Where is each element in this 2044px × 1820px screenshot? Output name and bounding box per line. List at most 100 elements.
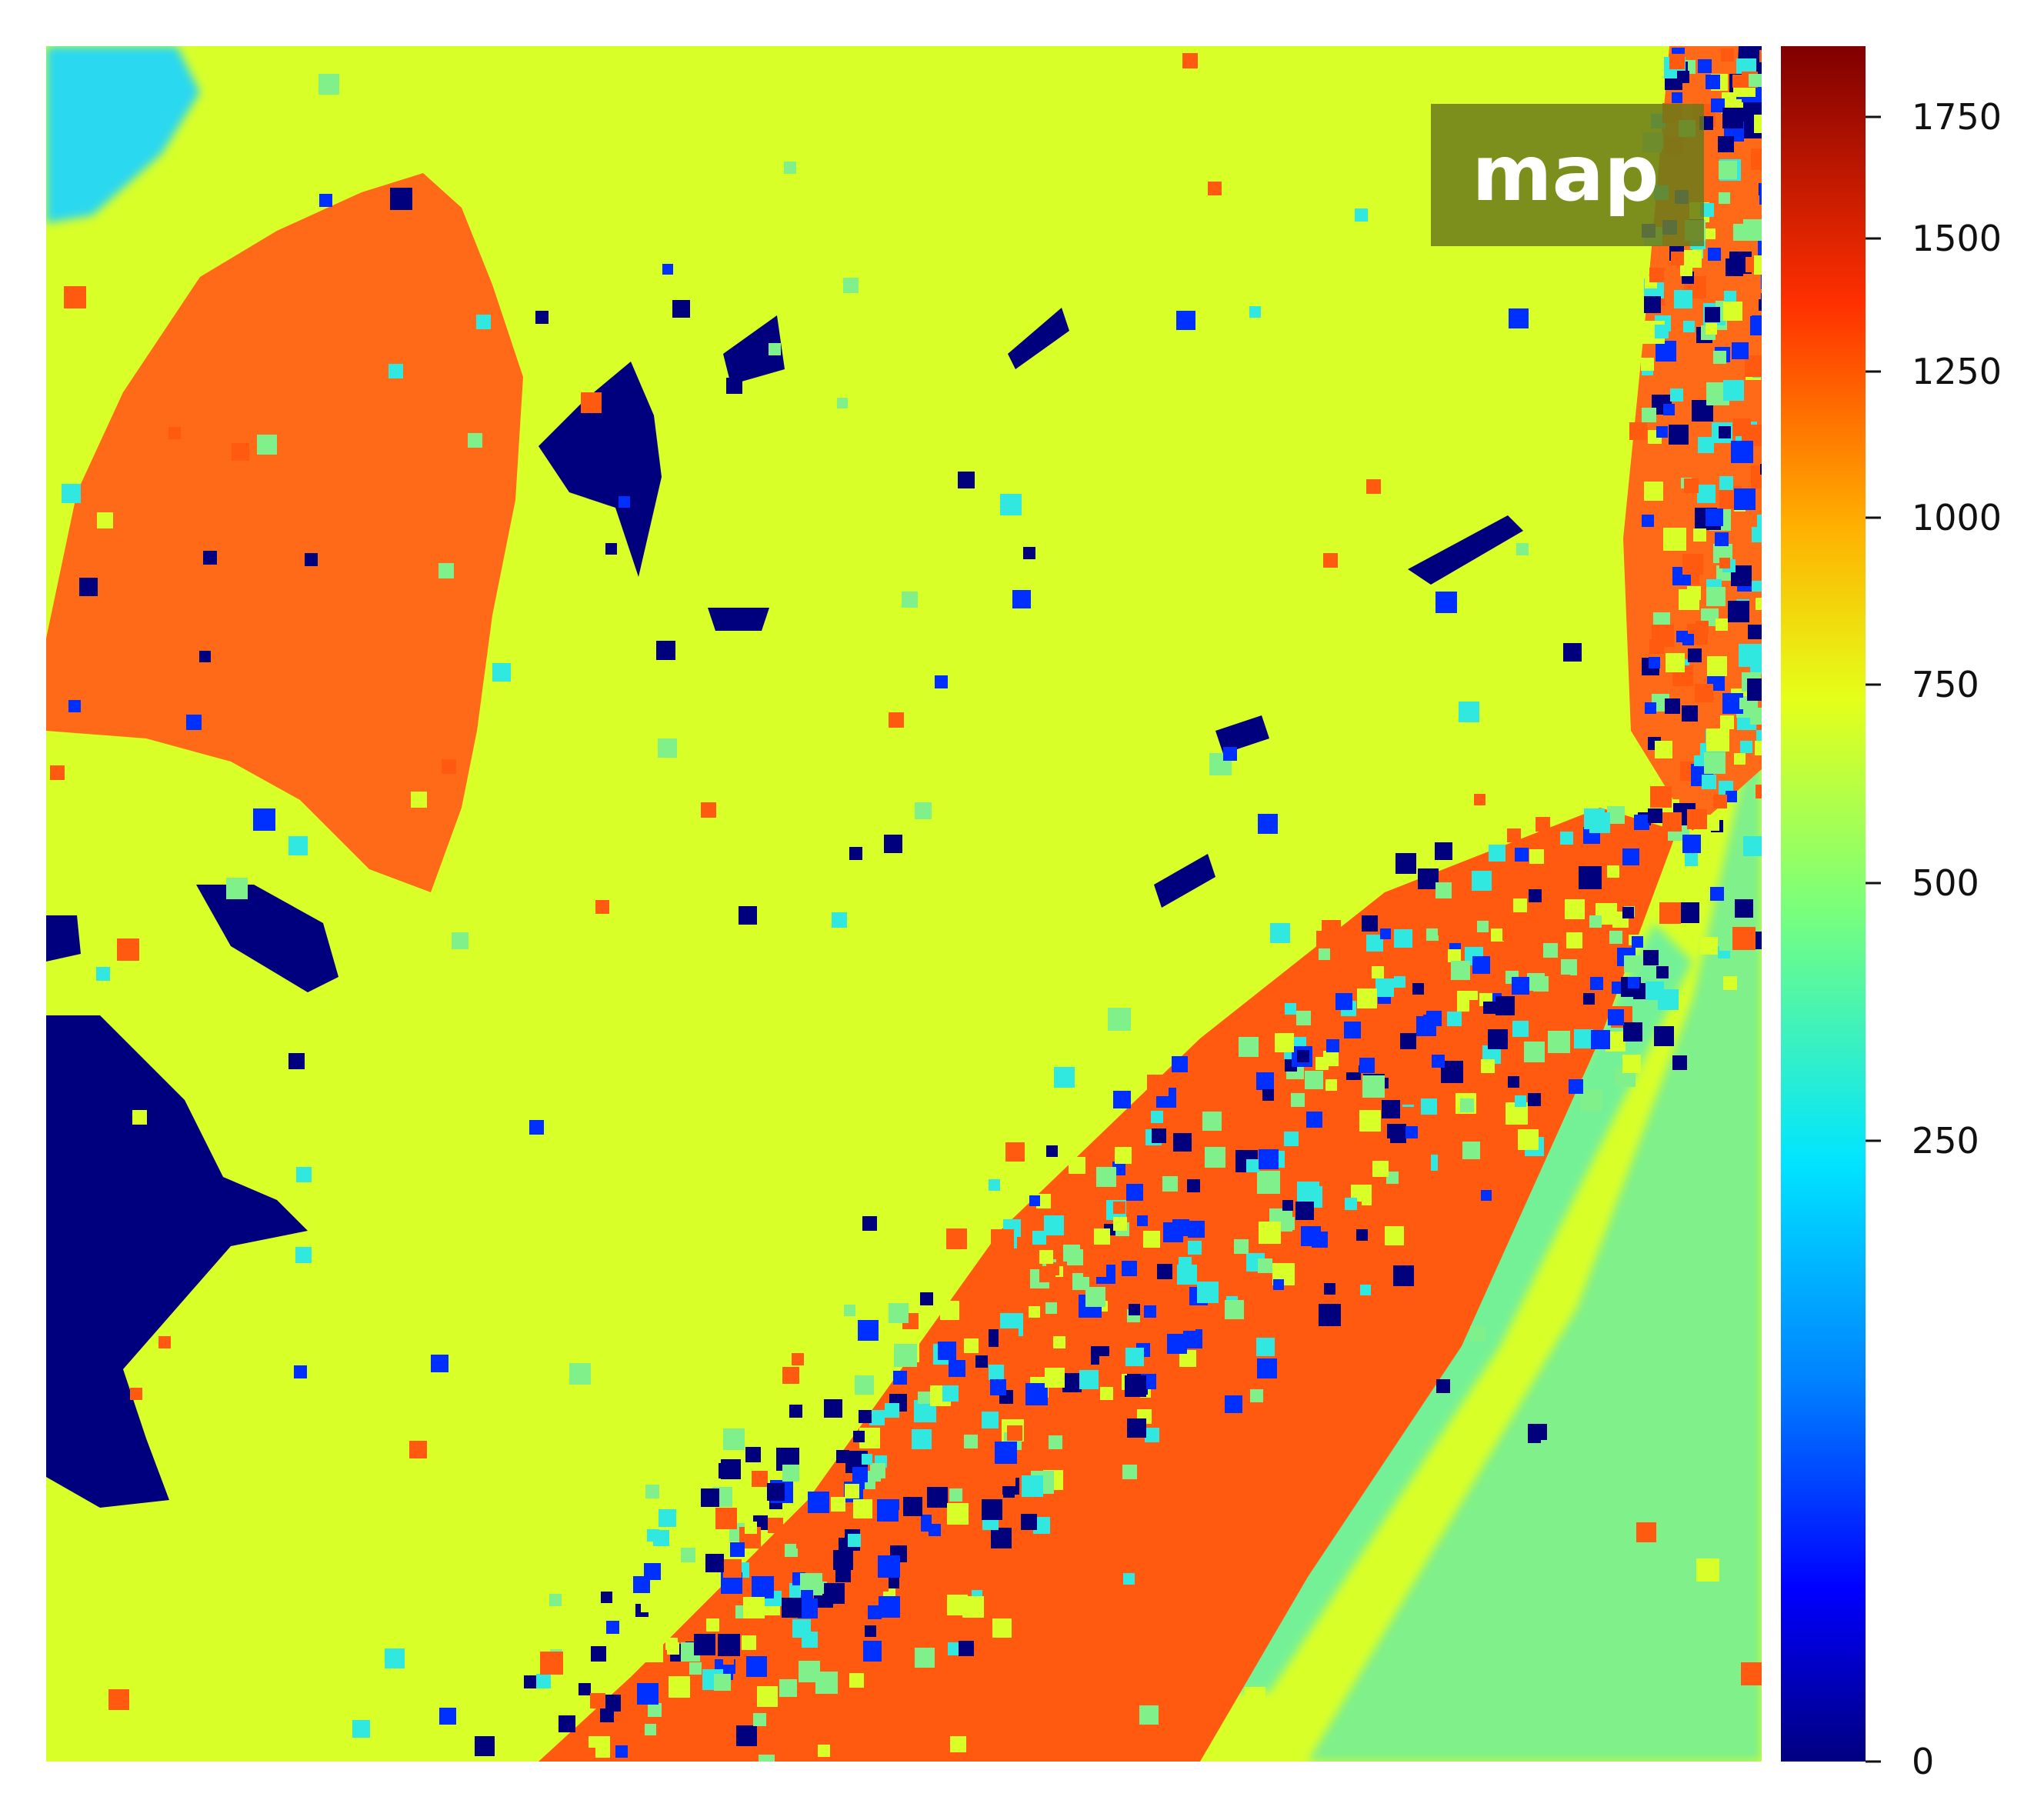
heatmap-pixel	[739, 1773, 752, 1786]
heatmap-pixel	[1682, 835, 1701, 853]
heatmap-pixel	[1734, 488, 1756, 510]
heatmap-pixel	[1015, 1248, 1037, 1271]
heatmap-pixel	[833, 1550, 853, 1570]
heatmap-pixel	[352, 1720, 370, 1738]
heatmap-pixel	[1719, 161, 1737, 179]
heatmap-pixel	[929, 1524, 941, 1536]
heatmap-pixel	[686, 1183, 707, 1204]
heatmap-pixel	[1495, 996, 1515, 1015]
heatmap-pixel	[1472, 871, 1492, 891]
heatmap-pixel	[1583, 993, 1595, 1005]
heatmap-pixel	[1366, 935, 1383, 952]
heatmap-pixel	[947, 1503, 969, 1525]
heatmap-pixel	[1654, 1026, 1674, 1046]
heatmap-pixel	[1282, 1217, 1295, 1230]
heatmap-pixel	[1696, 621, 1709, 634]
heatmap-pixel	[46, 1634, 65, 1652]
heatmap-pixel	[845, 1484, 859, 1498]
heatmap-pixel	[540, 1652, 563, 1675]
heatmap-pixel	[584, 1748, 595, 1759]
heatmap-pixel	[1662, 812, 1682, 832]
heatmap-pixel	[878, 1555, 900, 1578]
heatmap-pixel	[1731, 441, 1753, 463]
heatmap-pixel	[1188, 1241, 1202, 1255]
heatmap-pixel	[1628, 977, 1639, 988]
heatmap-pixel	[835, 1567, 851, 1582]
heatmap-pixel	[1713, 351, 1726, 364]
heatmap-pixel	[714, 1674, 731, 1691]
heatmap-pixel	[1528, 1093, 1541, 1106]
heatmap-pixel	[920, 1292, 933, 1305]
heatmap-pixel	[1688, 1130, 1702, 1145]
heatmap-pixel	[1733, 418, 1751, 436]
heatmap-pixel	[818, 1745, 830, 1757]
heatmap-pixel	[1515, 848, 1529, 862]
heatmap-region-orange-block	[46, 173, 523, 892]
heatmap-pixel	[1756, 598, 1762, 610]
heatmap-pixel	[879, 1596, 900, 1618]
heatmap-pixel	[1642, 408, 1656, 422]
heatmap-pixel	[563, 1051, 575, 1062]
heatmap-pixel	[1682, 554, 1703, 575]
heatmap-pixel	[782, 1465, 799, 1482]
heatmap-pixel	[642, 1642, 663, 1662]
heatmap-pixel	[600, 1708, 614, 1722]
heatmap-pixel	[861, 1641, 882, 1662]
heatmap-pixel	[1412, 983, 1424, 995]
heatmap-pixel	[1054, 1067, 1075, 1088]
heatmap-pixel	[1123, 1573, 1135, 1585]
heatmap-pixel	[1439, 1035, 1459, 1055]
heatmap-pixel	[894, 1344, 917, 1367]
heatmap-pixel	[1062, 1373, 1082, 1392]
heatmap-pixel	[1529, 889, 1542, 902]
heatmap-pixel	[1372, 966, 1384, 978]
heatmap-pixel	[1757, 515, 1762, 529]
heatmap-pixel	[530, 1722, 546, 1738]
heatmap-pixel	[1745, 355, 1762, 377]
heatmap-pixel	[1721, 48, 1734, 62]
heatmap-pixel	[1259, 1149, 1279, 1169]
heatmap-pixel	[1685, 853, 1698, 866]
heatmap-pixel	[752, 1576, 774, 1598]
heatmap-pixel	[779, 1679, 797, 1697]
heatmap-pixel	[1669, 54, 1685, 69]
heatmap-pixel	[1645, 702, 1656, 714]
heatmap-pixel	[108, 1689, 129, 1710]
heatmap-pixel	[1669, 425, 1689, 445]
colorbar-ticks: 0 250 500 750 1000 1250 1500 1750	[1866, 96, 2002, 1782]
heatmap-pixel	[995, 1442, 1017, 1464]
heatmap-pixel	[238, 1702, 259, 1723]
heatmap-pixel	[991, 1229, 1014, 1252]
heatmap-pixel	[1756, 785, 1762, 798]
heatmap-pixel	[975, 1355, 988, 1368]
heatmap-pixel	[1094, 1228, 1110, 1245]
heatmap-pixel	[1732, 342, 1749, 359]
heatmap-pixel	[490, 1762, 508, 1780]
heatmap-pixel	[1754, 115, 1762, 133]
heatmap-pixel	[1053, 1336, 1065, 1348]
heatmap-pixel	[869, 1410, 885, 1425]
heatmap-pixel	[1513, 898, 1527, 912]
heatmap-pixel	[1688, 648, 1702, 662]
heatmap-pixel	[615, 1745, 628, 1758]
heatmap-pixel	[409, 1441, 427, 1458]
heatmap-pixel	[999, 1328, 1019, 1348]
heatmap-pixel	[1629, 422, 1647, 440]
heatmap-pixel	[535, 311, 549, 324]
heatmap-pixel	[1283, 726, 1305, 748]
heatmap-pixel	[753, 1713, 766, 1726]
heatmap-pixel	[1258, 1258, 1272, 1273]
heatmap-pixel	[452, 932, 468, 949]
heatmap-pixel	[831, 1497, 845, 1512]
heatmap-pixel	[1039, 1250, 1053, 1264]
heatmap-pixel	[1695, 684, 1713, 702]
heatmap-pixel	[1644, 296, 1661, 313]
heatmap-pixel	[1718, 136, 1734, 152]
heatmap-pixel	[1256, 1072, 1274, 1090]
heatmap-pixel	[1735, 899, 1753, 918]
heatmap-pixel	[1426, 928, 1439, 941]
heatmap-pixel	[1700, 937, 1718, 955]
heatmap-pixel	[967, 1493, 981, 1507]
heatmap-pixel	[1246, 1159, 1259, 1172]
